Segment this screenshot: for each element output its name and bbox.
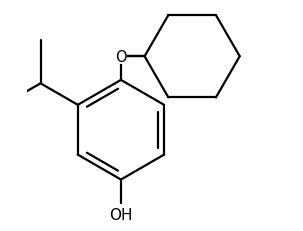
Text: O: O bbox=[115, 49, 127, 64]
Text: OH: OH bbox=[109, 207, 133, 222]
